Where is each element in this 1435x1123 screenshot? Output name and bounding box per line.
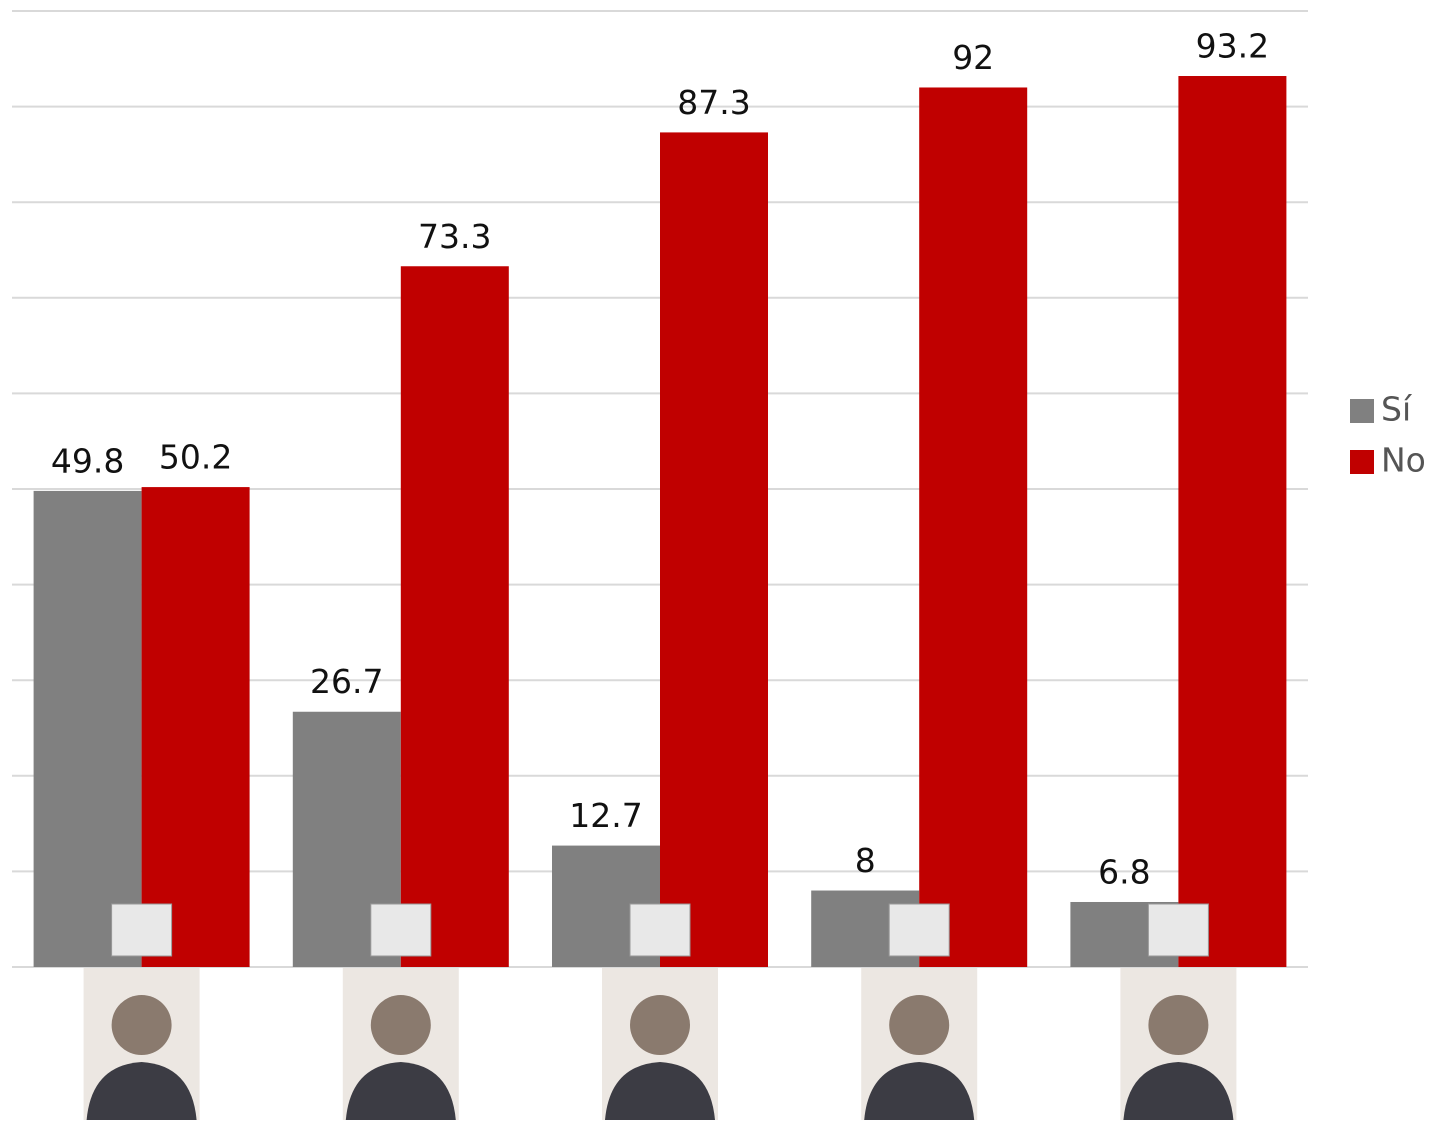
value-label: 49.8 — [51, 441, 124, 480]
photo-head — [1148, 995, 1208, 1055]
party-logo — [112, 904, 172, 956]
candidate-images — [84, 904, 1237, 1120]
party-logo — [889, 904, 949, 956]
chart: 49.8 50.2 26.7 73.3 12.7 87.3 8 92 6.8 93.2 Sí No — [0, 0, 1435, 1123]
legend-swatch — [1350, 399, 1374, 423]
value-label: 26.7 — [310, 662, 383, 701]
bar — [1178, 76, 1286, 967]
photo-head — [371, 995, 431, 1055]
value-label: 93.2 — [1196, 27, 1269, 66]
bar — [401, 266, 509, 967]
legend-label: Sí — [1381, 390, 1413, 429]
party-logo — [630, 904, 690, 956]
legend-label: No — [1381, 441, 1426, 480]
party-logo — [1148, 904, 1208, 956]
value-label: 87.3 — [677, 83, 750, 122]
value-label: 50.2 — [159, 438, 232, 477]
bar — [34, 491, 142, 967]
bar — [142, 487, 250, 967]
bars: 49.8 50.2 26.7 73.3 12.7 87.3 8 92 6.8 93.2 — [34, 27, 1287, 967]
value-label: 8 — [855, 841, 876, 880]
value-label: 12.7 — [569, 796, 642, 835]
bar — [919, 87, 1027, 967]
photo-head — [889, 995, 949, 1055]
photo-head — [112, 995, 172, 1055]
value-label: 6.8 — [1098, 852, 1150, 891]
party-logo — [371, 904, 431, 956]
value-label: 73.3 — [418, 217, 491, 256]
bar — [660, 132, 768, 967]
value-label: 92 — [952, 38, 994, 77]
legend-swatch — [1350, 450, 1374, 474]
legend: Sí No — [1350, 390, 1426, 480]
photo-head — [630, 995, 690, 1055]
